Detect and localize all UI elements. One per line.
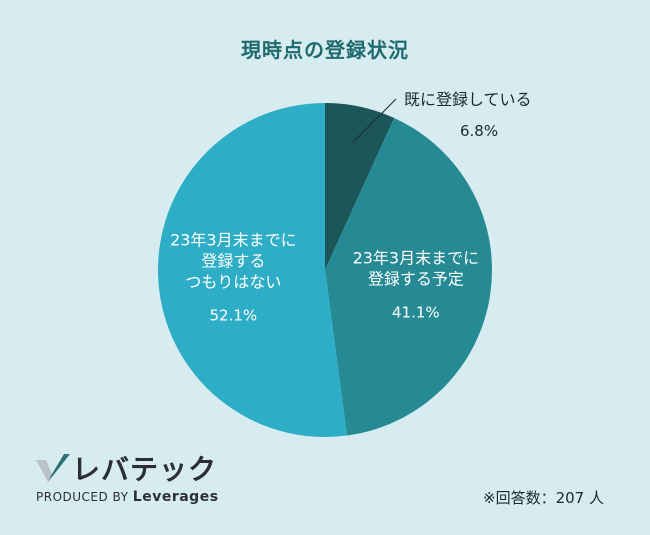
produced-by-company: Leverages bbox=[132, 489, 219, 505]
slice-value-0: 6.8% bbox=[460, 122, 498, 140]
respondent-note: ※回答数：207 人 bbox=[483, 489, 604, 507]
slice-label-2-line-1: 登録する bbox=[201, 252, 265, 271]
pie-slice-1 bbox=[325, 118, 493, 436]
chart-title: 現時点の登録状況 bbox=[241, 38, 409, 62]
levatech-logo-icon bbox=[36, 454, 70, 482]
slice-value-1: 41.1% bbox=[392, 304, 440, 322]
leader-line-0 bbox=[352, 98, 397, 144]
slice-label-2-line-2: つもりはない bbox=[185, 273, 281, 292]
slice-value-2: 52.1% bbox=[210, 307, 258, 325]
slice-label-1-line-1: 登録する予定 bbox=[368, 270, 464, 289]
pie-slice-0 bbox=[325, 103, 395, 270]
slice-label-2-line-0: 23年3月末までに bbox=[170, 231, 297, 250]
produced-by: PRODUCED BY Leverages bbox=[36, 489, 219, 505]
slice-label-1-line-0: 23年3月末までに bbox=[353, 249, 480, 268]
pie-slice-2 bbox=[158, 103, 347, 437]
slice-label-0: 既に登録している bbox=[404, 90, 532, 109]
produced-by-prefix: PRODUCED BY bbox=[36, 490, 129, 504]
brand-name: レバテック bbox=[72, 453, 218, 486]
